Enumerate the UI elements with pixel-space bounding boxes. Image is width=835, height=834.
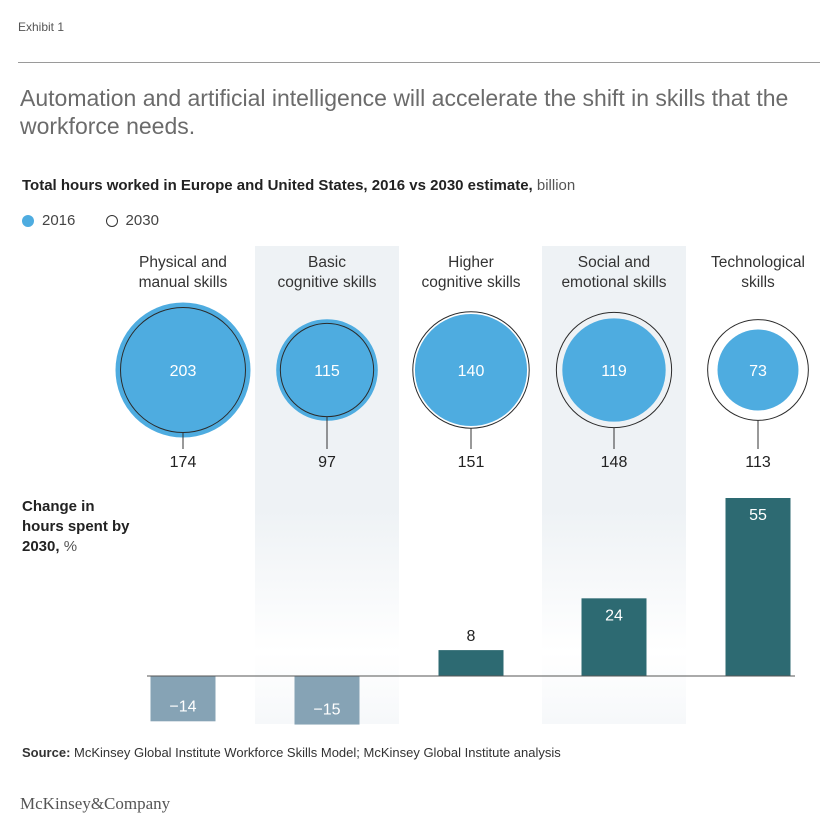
legend-filled-circle-icon (22, 214, 34, 227)
exhibit-label: Exhibit 1 (18, 20, 65, 34)
circle-2016-4 (717, 329, 799, 411)
category-label-0: Physical and manual skills (139, 254, 228, 291)
value-2030-4: 113 (745, 454, 771, 471)
change-axis-label: Change in hours spent by 2030, % (22, 497, 132, 557)
brand-logo: McKinsey&Company (20, 794, 171, 813)
source-text: McKinsey Global Institute Workforce Skil… (70, 745, 561, 760)
value-2016-4: 73 (749, 363, 767, 380)
circle-2016-0 (115, 302, 251, 438)
change-bar-2 (438, 650, 504, 676)
category-label-2: Higher cognitive skills (421, 254, 520, 291)
category-label-3: Social and emotional skills (561, 254, 666, 291)
source-note: Source: McKinsey Global Institute Workfo… (22, 745, 561, 760)
value-2016-3: 119 (601, 363, 627, 380)
chart-subtitle: Total hours worked in Europe and United … (22, 177, 575, 194)
top-divider (18, 62, 820, 63)
value-2016-2: 140 (458, 363, 485, 380)
value-2030-1: 97 (318, 454, 336, 471)
category-label-4: Technological skills (711, 254, 805, 291)
column-band-1 (255, 246, 399, 724)
value-2016-0: 203 (170, 363, 197, 380)
source-prefix: Source: (22, 745, 71, 760)
value-2016-1: 115 (314, 363, 340, 380)
value-2030-2: 151 (458, 454, 485, 471)
headline: Automation and artificial intelligence w… (20, 85, 789, 139)
change-label-unit: % (59, 538, 78, 555)
legend-item-2030: 2030 (105, 212, 159, 229)
circle-2016-2 (414, 313, 528, 427)
legend-label-2030: 2030 (125, 212, 159, 229)
value-2030-3: 148 (601, 454, 628, 471)
circle-2030-4 (707, 319, 809, 421)
legend: 2016 2030 (22, 212, 185, 231)
legend-item-2016: 2016 (22, 212, 75, 229)
change-bar-3 (581, 598, 647, 676)
category-label-1: Basic cognitive skills (277, 254, 376, 291)
value-2030-0: 174 (170, 454, 197, 471)
legend-label-2016: 2016 (42, 212, 76, 229)
change-value-3: 24 (605, 607, 623, 624)
subtitle-main: Total hours worked in Europe and United … (22, 177, 533, 194)
change-value-0: −14 (169, 698, 196, 715)
circle-2016-3 (562, 318, 666, 422)
legend-outline-circle-icon (105, 214, 118, 227)
change-bar-4 (725, 498, 791, 676)
change-label-main: Change in hours spent by 2030, (22, 498, 130, 555)
change-bar-1 (294, 676, 360, 725)
change-value-2: 8 (467, 628, 476, 645)
subtitle-unit: billion (532, 177, 576, 194)
change-bar-0 (150, 676, 216, 722)
change-value-4: 55 (749, 507, 767, 524)
circle-2016-1 (276, 319, 378, 421)
change-value-1: −15 (313, 702, 340, 719)
